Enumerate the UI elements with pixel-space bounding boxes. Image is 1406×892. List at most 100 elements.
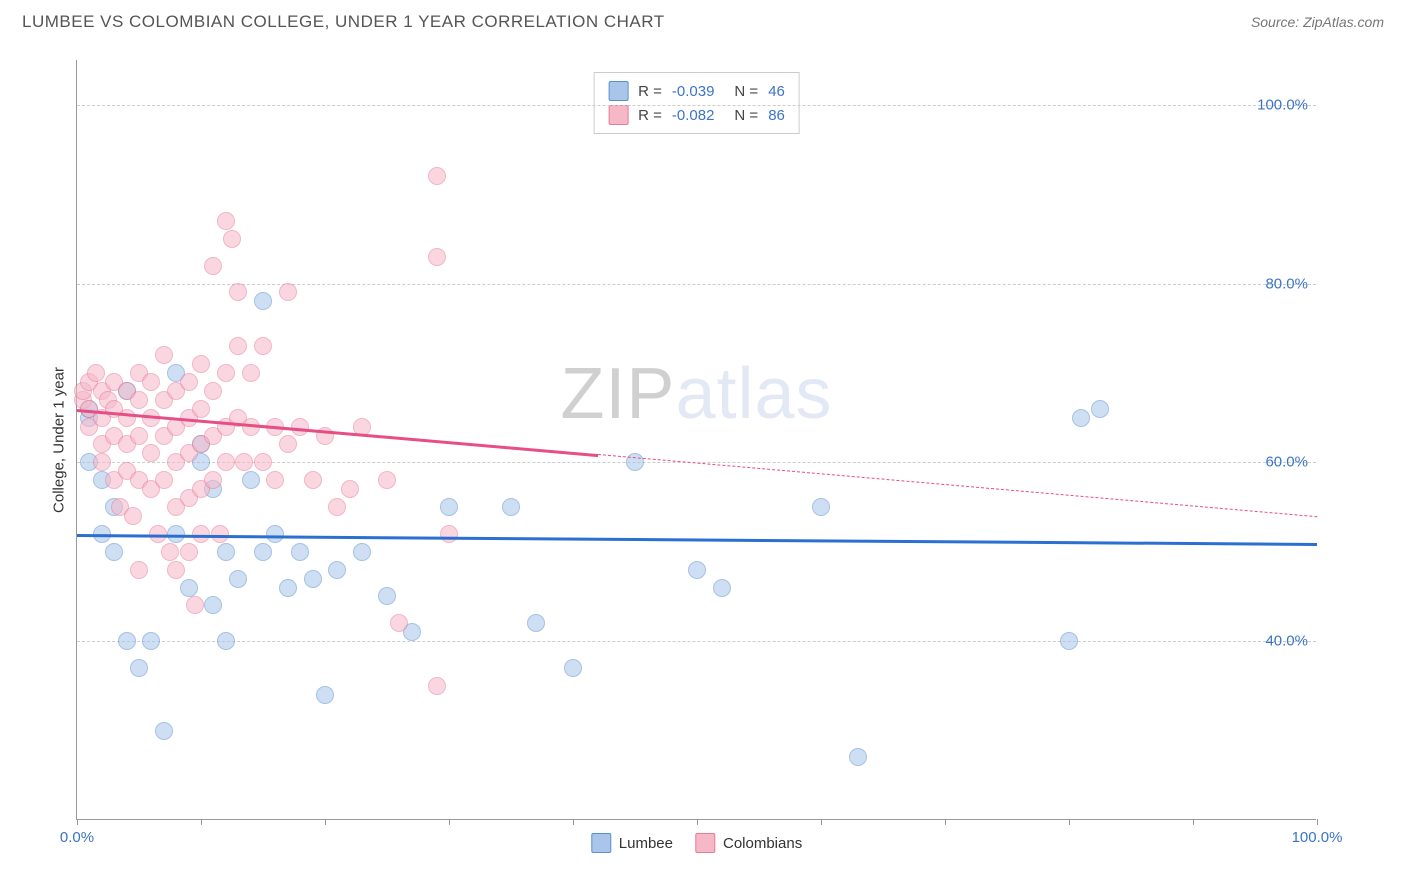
scatter-point	[118, 409, 136, 427]
watermark-bold: ZIP	[560, 354, 675, 434]
scatter-point	[217, 364, 235, 382]
scatter-point	[105, 543, 123, 561]
x-tick-mark	[449, 819, 450, 825]
x-tick-mark	[573, 819, 574, 825]
scatter-point	[167, 561, 185, 579]
scatter-point	[266, 525, 284, 543]
legend-n-label: N =	[734, 83, 758, 100]
legend-r-label: R =	[638, 107, 662, 124]
scatter-point	[155, 471, 173, 489]
y-axis-label: College, Under 1 year	[51, 367, 68, 513]
scatter-point	[217, 632, 235, 650]
scatter-point	[204, 382, 222, 400]
legend-item: Colombians	[695, 833, 802, 853]
scatter-point	[229, 283, 247, 301]
x-tick-mark	[325, 819, 326, 825]
scatter-point	[180, 579, 198, 597]
legend-r-value: -0.039	[672, 83, 715, 100]
legend-n-label: N =	[734, 107, 758, 124]
y-tick-label: 60.0%	[1265, 454, 1308, 471]
scatter-point	[688, 561, 706, 579]
legend-swatch	[608, 105, 628, 125]
scatter-point	[849, 748, 867, 766]
scatter-point	[291, 543, 309, 561]
scatter-point	[142, 632, 160, 650]
scatter-point	[254, 453, 272, 471]
scatter-point	[564, 659, 582, 677]
scatter-point	[130, 659, 148, 677]
plot-area: College, Under 1 year ZIPatlas R = -0.03…	[76, 60, 1316, 820]
scatter-point	[217, 543, 235, 561]
scatter-point	[223, 230, 241, 248]
scatter-point	[291, 418, 309, 436]
scatter-point	[229, 337, 247, 355]
scatter-point	[204, 257, 222, 275]
scatter-point	[155, 346, 173, 364]
scatter-point	[180, 543, 198, 561]
scatter-point	[180, 373, 198, 391]
x-tick-mark	[1193, 819, 1194, 825]
scatter-point	[390, 614, 408, 632]
legend-r-value: -0.082	[672, 107, 715, 124]
x-tick-mark	[77, 819, 78, 825]
scatter-point	[316, 686, 334, 704]
scatter-point	[428, 677, 446, 695]
legend-swatch	[591, 833, 611, 853]
legend-label: Colombians	[723, 835, 802, 852]
x-tick-label: 100.0%	[1292, 829, 1343, 846]
scatter-point	[211, 525, 229, 543]
scatter-point	[192, 400, 210, 418]
source-label: Source: ZipAtlas.com	[1251, 14, 1384, 30]
legend-stat-row: R = -0.082N = 86	[608, 103, 785, 127]
scatter-point	[328, 561, 346, 579]
scatter-point	[204, 596, 222, 614]
scatter-point	[353, 543, 371, 561]
scatter-point	[186, 596, 204, 614]
scatter-point	[304, 471, 322, 489]
scatter-point	[279, 579, 297, 597]
x-tick-mark	[1317, 819, 1318, 825]
scatter-point	[130, 561, 148, 579]
scatter-point	[204, 471, 222, 489]
x-tick-label: 0.0%	[60, 829, 94, 846]
scatter-point	[279, 283, 297, 301]
scatter-point	[254, 337, 272, 355]
legend-stats: R = -0.039N = 46R = -0.082N = 86	[593, 72, 800, 134]
scatter-point	[378, 587, 396, 605]
scatter-point	[161, 543, 179, 561]
scatter-point	[217, 212, 235, 230]
scatter-point	[124, 507, 142, 525]
scatter-point	[440, 525, 458, 543]
watermark-rest: atlas	[675, 354, 832, 434]
scatter-point	[1060, 632, 1078, 650]
gridline	[77, 284, 1316, 285]
scatter-point	[378, 471, 396, 489]
x-tick-mark	[1069, 819, 1070, 825]
scatter-point	[502, 498, 520, 516]
y-tick-label: 100.0%	[1257, 96, 1308, 113]
x-tick-mark	[697, 819, 698, 825]
scatter-point	[130, 391, 148, 409]
scatter-point	[142, 444, 160, 462]
legend-swatch	[695, 833, 715, 853]
legend-label: Lumbee	[619, 835, 673, 852]
gridline	[77, 105, 1316, 106]
scatter-point	[242, 471, 260, 489]
scatter-point	[93, 453, 111, 471]
legend-r-label: R =	[638, 83, 662, 100]
x-tick-mark	[821, 819, 822, 825]
x-tick-mark	[201, 819, 202, 825]
scatter-point	[812, 498, 830, 516]
scatter-point	[279, 435, 297, 453]
legend-n-value: 46	[768, 83, 785, 100]
watermark: ZIPatlas	[560, 353, 832, 435]
scatter-point	[130, 427, 148, 445]
x-tick-mark	[945, 819, 946, 825]
y-tick-label: 80.0%	[1265, 275, 1308, 292]
legend-item: Lumbee	[591, 833, 673, 853]
scatter-point	[254, 292, 272, 310]
scatter-point	[341, 480, 359, 498]
source-prefix: Source:	[1251, 14, 1303, 30]
scatter-point	[142, 373, 160, 391]
chart-title: LUMBEE VS COLOMBIAN COLLEGE, UNDER 1 YEA…	[22, 12, 665, 32]
